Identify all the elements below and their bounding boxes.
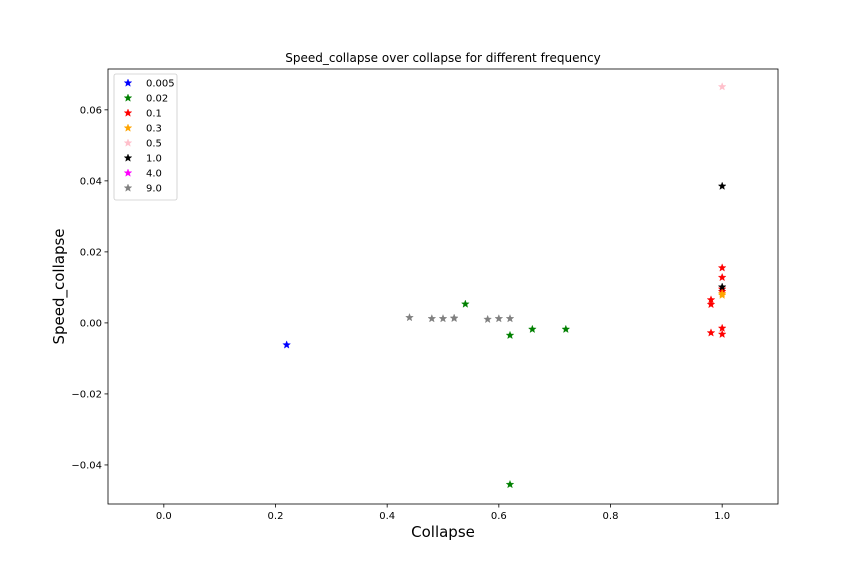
y-axis-label: Speed_collapse xyxy=(50,228,69,344)
data-point xyxy=(449,313,459,322)
chart-title: Speed_collapse over collapse for differe… xyxy=(285,51,601,65)
legend-label: 1.0 xyxy=(146,154,162,165)
legend-box xyxy=(113,73,178,201)
y-tick-label: 0.00 xyxy=(80,318,102,329)
y-tick-label: 0.04 xyxy=(80,176,102,187)
legend-marker xyxy=(123,153,133,162)
x-tick-label: 1.0 xyxy=(714,511,730,522)
data-point xyxy=(717,290,727,299)
y-axis: −0.04 −0.02 0.00 0.02 0.04 0.06 xyxy=(71,105,108,471)
legend-marker xyxy=(123,93,133,102)
data-point xyxy=(460,299,470,308)
legend-label: 0.02 xyxy=(146,94,168,105)
legend-label: 4.0 xyxy=(146,169,162,180)
data-point xyxy=(405,313,414,322)
data-point xyxy=(717,82,727,91)
data-point xyxy=(717,282,727,291)
data-point xyxy=(717,329,727,338)
legend-marker xyxy=(123,138,133,147)
data-point xyxy=(717,263,727,272)
legend-label: 0.005 xyxy=(146,79,175,90)
legend-marker xyxy=(123,183,133,192)
x-tick-label: 0.2 xyxy=(268,511,284,522)
data-point xyxy=(717,272,727,282)
y-tick-label: 0.06 xyxy=(80,105,102,116)
x-tick-label: 0.8 xyxy=(603,511,619,522)
x-axis: 0.0 0.2 0.4 0.6 0.8 1.0 xyxy=(156,504,730,522)
legend-label: 0.3 xyxy=(146,124,162,135)
x-axis-label: Collapse xyxy=(411,523,475,541)
data-point xyxy=(427,314,437,323)
data-point xyxy=(527,324,537,333)
y-tick-label: −0.02 xyxy=(71,389,102,400)
plot-frame xyxy=(107,68,779,505)
data-point xyxy=(706,328,716,337)
data-point xyxy=(282,340,292,349)
data-point xyxy=(438,314,448,323)
x-tick-label: 0.6 xyxy=(491,511,507,522)
legend-marker xyxy=(123,78,133,87)
data-point xyxy=(483,314,493,324)
legend-label: 0.5 xyxy=(146,139,162,150)
legend-marker xyxy=(123,123,133,132)
y-tick-label: −0.04 xyxy=(71,460,102,471)
data-point xyxy=(505,479,515,489)
data-point xyxy=(505,314,515,323)
legend-marker xyxy=(123,108,133,117)
x-tick-label: 0.0 xyxy=(156,511,172,522)
x-tick-label: 0.4 xyxy=(379,511,395,522)
legend-label: 9.0 xyxy=(146,184,162,195)
legend: 0.005 0.02 0.1 0.3 0.5 1.0 4.0 9.0 xyxy=(113,73,178,201)
legend-label: 0.1 xyxy=(146,109,162,120)
data-point xyxy=(505,330,515,340)
data-point xyxy=(717,181,727,190)
legend-marker xyxy=(123,168,133,177)
data-point xyxy=(706,299,716,309)
data-point xyxy=(561,324,571,333)
data-point xyxy=(494,314,504,323)
y-tick-label: 0.02 xyxy=(80,247,102,258)
data-marks xyxy=(282,82,727,489)
